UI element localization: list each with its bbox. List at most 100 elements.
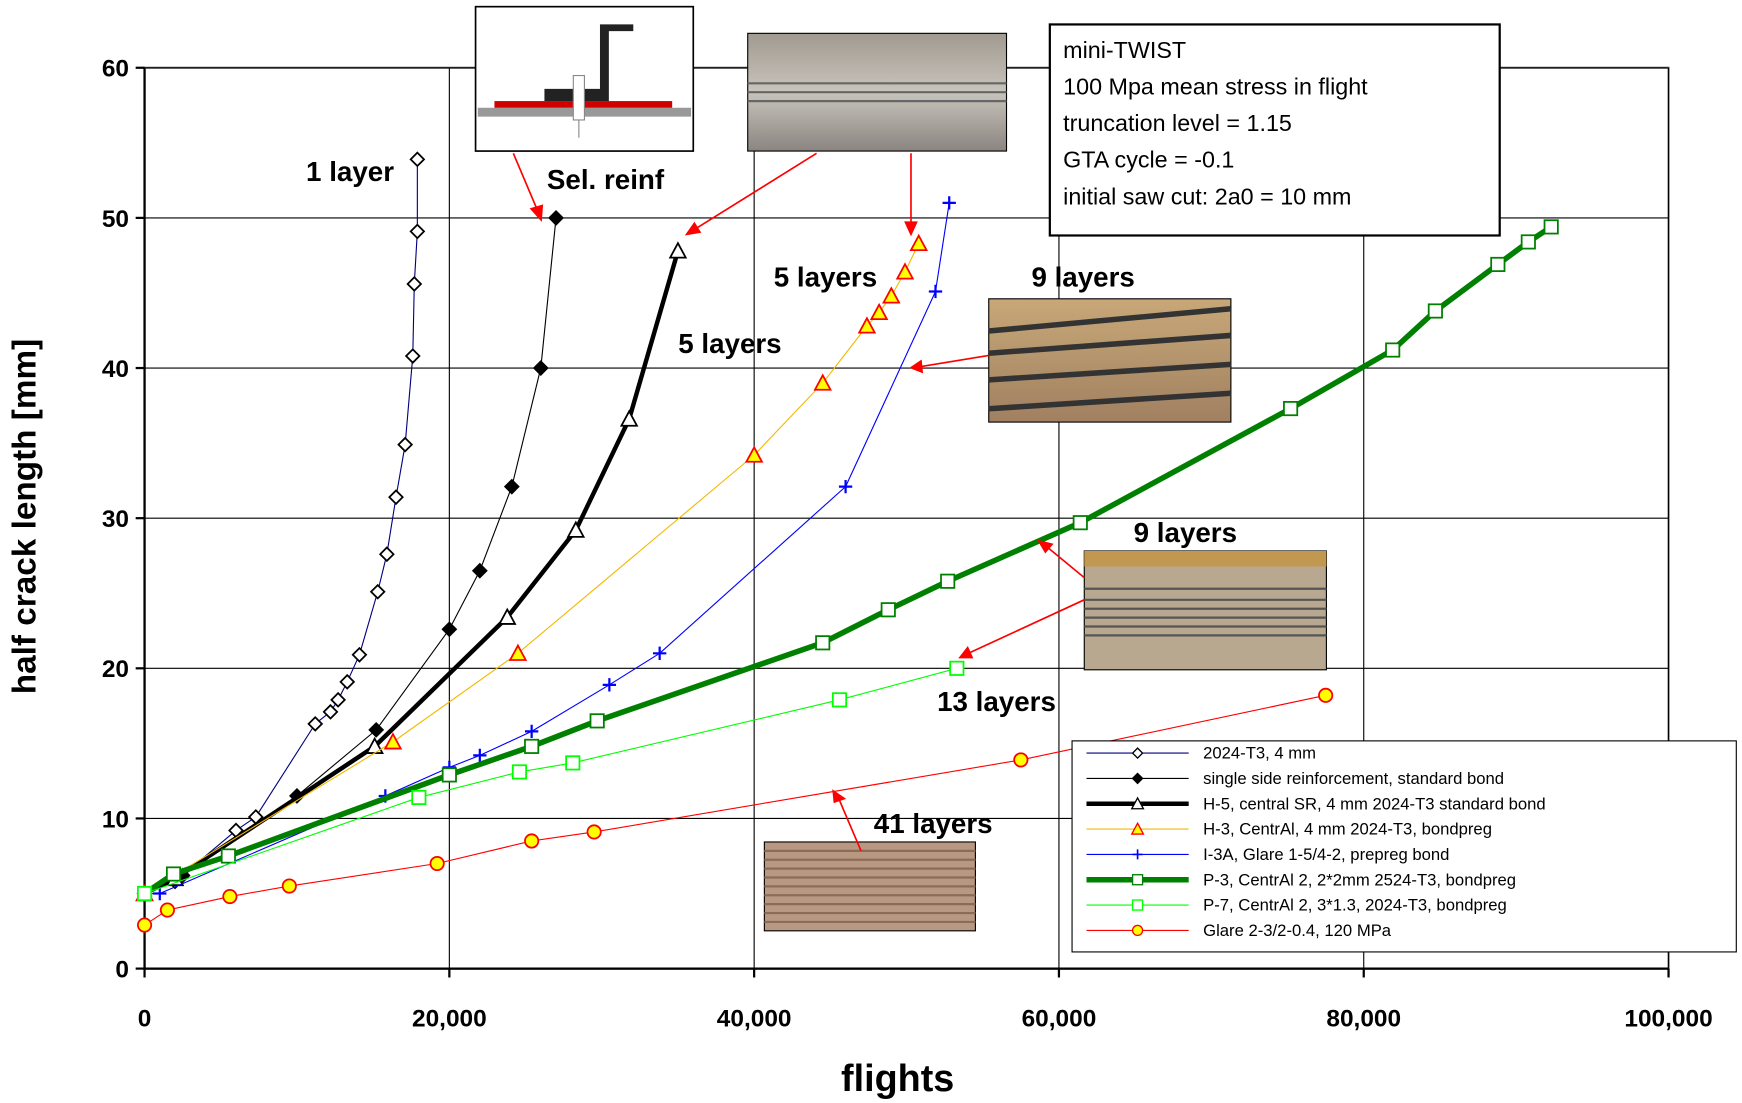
info-box: mini-TWIST 100 Mpa mean stress in flight… [1048,23,1501,237]
annotation: 41 layers [874,808,993,839]
info-line: 100 Mpa mean stress in flight [1063,73,1368,99]
marker [165,866,182,882]
marker [586,824,602,840]
marker [404,348,421,364]
marker [369,583,386,600]
marker [566,520,586,538]
legend-label: 2024-T3, 4 mm [1203,744,1316,763]
series [136,219,1559,902]
series-line [144,243,920,895]
y-tick-label: 60 [102,56,129,83]
marker [497,607,517,625]
marker [503,478,520,495]
marker [1131,924,1144,937]
info-line: GTA cycle = -0.1 [1063,147,1234,173]
marker [388,489,404,506]
series [136,660,965,902]
info-line: truncation level = 1.15 [1063,110,1292,136]
legend-label: single side reinforcement, standard bond [1203,769,1504,788]
marker [441,767,457,783]
x-tick-label: 80,000 [1326,1005,1401,1032]
marker [1131,874,1144,886]
y-tick-label: 20 [102,656,129,683]
marker [322,703,339,720]
x-tick-label: 20,000 [412,1005,487,1032]
marker [1385,342,1401,358]
marker [153,886,167,901]
marker [281,878,297,894]
x-tick-label: 100,000 [1624,1005,1712,1032]
annotation: 13 layers [937,686,1056,717]
marker [524,738,540,754]
marker [565,755,581,771]
marker [838,479,853,494]
marker [1427,303,1443,319]
marker [397,436,414,453]
marker [351,646,368,663]
marker [368,721,385,738]
marker [222,888,238,905]
legend-label: I-3A, Glare 1-5/4-2, prepreg bond [1203,845,1449,864]
marker [744,445,764,463]
marker [471,562,488,579]
marker [548,209,564,226]
marker [940,573,956,589]
marker [1131,772,1144,785]
y-axis-label: half crack length [mm] [7,339,44,694]
series-line [144,667,957,895]
y-tick-label: 40 [102,356,129,383]
inset-photo [988,298,1232,423]
annotation: 5 layers [774,262,877,293]
marker [895,262,915,280]
marker [589,713,605,729]
inset-photo [763,841,976,932]
marker [406,276,423,292]
marker [909,233,928,251]
arrows [512,152,1085,852]
marker [409,223,426,240]
marker [619,409,639,427]
annotation: 1 layer [306,156,394,187]
x-axis-label: flights [841,1058,954,1100]
y-tick-label: 10 [102,806,129,833]
y-tick-label: 30 [102,506,129,533]
marker [857,316,877,334]
marker [602,678,617,692]
info-line: initial saw cut: 2a0 = 10 mm [1063,183,1351,209]
legend: 2024-T3, 4 mm single side reinforcement, … [1071,740,1737,953]
marker [1013,752,1029,768]
marker [307,715,324,732]
marker [882,286,901,304]
marker [1130,821,1145,835]
marker [1132,849,1143,860]
marker [473,748,487,763]
marker [159,902,175,918]
marker [880,602,896,618]
series-layer [135,151,1559,933]
series [136,687,1334,933]
legend-label: H-3, CentrAl, 4 mm 2024-T3, bondpreg [1203,820,1492,839]
marker [1072,515,1088,531]
marker [1131,747,1144,760]
marker [339,673,356,690]
annotation: 9 layers [1031,262,1134,293]
legend-label: H-5, central SR, 4 mm 2024-T3 standard b… [1203,794,1546,813]
marker [136,917,153,933]
marker [813,373,832,391]
inset-diagram [474,5,695,152]
marker [815,635,831,651]
marker [330,691,347,708]
annotation: 9 layers [1134,517,1237,548]
marker [668,241,688,259]
marker [429,855,445,872]
marker [831,692,848,708]
marker [441,621,458,638]
info-line: mini-TWIST [1063,37,1186,63]
marker [524,724,539,739]
y-tick-label: 0 [115,956,129,983]
legend-label: P-7, CentrAl 2, 3*1.3, 2024-T3, bondpreg [1203,896,1507,915]
marker [511,764,528,780]
series-line [143,224,1553,896]
marker [508,643,528,661]
marker [942,196,956,210]
